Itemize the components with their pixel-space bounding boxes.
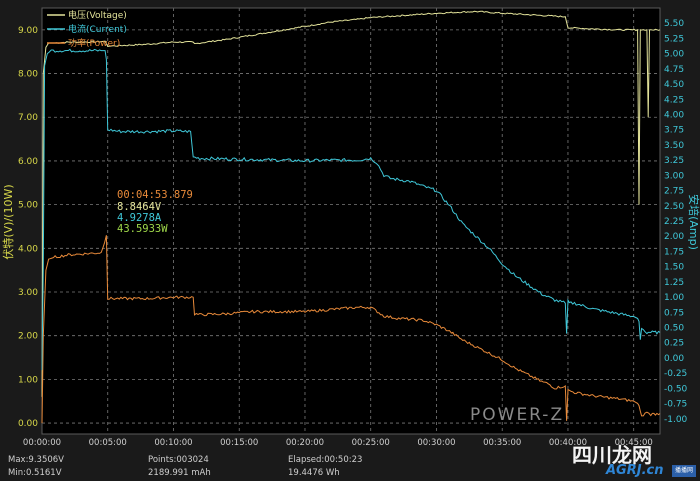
x-tick-label: 00:40:00 xyxy=(549,438,587,448)
right-tick-label: 5.00 xyxy=(664,50,684,60)
left-axis-title: 伏特(V)/(10W) xyxy=(1,184,15,259)
right-tick-label: 0.25 xyxy=(664,339,684,349)
right-tick-label: 2.75 xyxy=(664,187,684,197)
right-tick-label: 1.00 xyxy=(664,293,684,303)
right-tick-label: 2.50 xyxy=(664,202,684,212)
cursor-power: 43.5933W xyxy=(117,223,168,235)
right-tick-label: 3.50 xyxy=(664,141,684,151)
brand-watermark: POWER-Z xyxy=(470,405,564,425)
left-tick-label: 5.00 xyxy=(18,201,38,211)
right-tick-label: 2.00 xyxy=(664,232,684,242)
left-tick-label: 3.00 xyxy=(18,288,38,298)
legend-label: 功率(Power) xyxy=(68,37,120,49)
x-tick-label: 00:25:00 xyxy=(352,438,390,448)
x-tick-label: 00:10:00 xyxy=(154,438,192,448)
stats-bar: Max:9.3506V Min:0.5161V Points:003024 21… xyxy=(0,452,700,481)
right-tick-label: -0.25 xyxy=(664,369,687,379)
stat-max: Max:9.3506V xyxy=(8,455,64,465)
x-axis-ticks: 00:00:00 00:05:00 00:10:00 00:15:00 00:20:00… xyxy=(23,438,653,448)
left-tick-label: 9.00 xyxy=(18,26,38,36)
right-tick-label: 3.00 xyxy=(664,171,684,181)
stat-min: Min:0.5161V xyxy=(8,468,62,478)
left-tick-label: 6.00 xyxy=(18,157,38,167)
watermark-cn-text: 四川龙网 xyxy=(572,443,652,467)
left-tick-label: 7.00 xyxy=(18,113,38,123)
right-tick-label: 4.75 xyxy=(664,65,684,75)
plot-area xyxy=(42,8,660,434)
stat-capacity: 2189.991 mAh xyxy=(148,468,211,478)
x-tick-label: 00:05:00 xyxy=(89,438,127,448)
x-tick-label: 00:35:00 xyxy=(483,438,521,448)
plot-border xyxy=(41,7,661,435)
left-tick-label: 8.00 xyxy=(18,70,38,80)
cursor-voltage: 8.8464V xyxy=(117,201,162,213)
right-tick-label: 5.25 xyxy=(664,34,684,44)
chart-canvas: 0.00 1.00 2.00 3.00 4.00 5.00 6.00 7.00 8.00 9.00… xyxy=(1,7,700,448)
right-tick-label: -0.75 xyxy=(664,400,687,410)
series-line xyxy=(41,10,661,397)
legend-label: 电压(Voltage) xyxy=(68,9,127,21)
right-tick-label: 0.75 xyxy=(664,308,684,318)
watermark-sub-text: AGRJ.cn xyxy=(606,463,664,478)
right-tick-label: -1.00 xyxy=(664,415,688,425)
right-tick-label: 2.25 xyxy=(664,217,684,227)
left-axis-ticks: 0.00 1.00 2.00 3.00 4.00 5.00 6.00 7.00 8.00 9.00 xyxy=(18,26,38,429)
x-tick-label: 00:30:00 xyxy=(417,438,455,448)
left-tick-label: 2.00 xyxy=(18,332,38,342)
right-tick-label: 3.75 xyxy=(664,126,684,136)
series-line xyxy=(41,235,661,424)
stat-points: Points:003024 xyxy=(148,455,209,465)
x-tick-label: 00:20:00 xyxy=(286,438,324,448)
right-tick-label: 3.25 xyxy=(664,156,684,166)
right-axis-ticks: -1.00 -0.75 -0.50 -0.25 0.00 0.25 0.50 0.75 1.00… xyxy=(664,19,688,425)
right-tick-label: 5.50 xyxy=(664,19,684,29)
left-tick-label: 0.00 xyxy=(18,419,38,429)
legend: 电压(Voltage) 电流(Current) 功率(Power) xyxy=(47,9,127,49)
cursor-readout: 00:04:53.879 8.8464V 4.9278A 43.5933W xyxy=(117,189,193,235)
site-watermark: 四川龙网 AGRJ.cn 播播网 xyxy=(568,437,700,481)
series-layer xyxy=(41,10,661,424)
cursor-time: 00:04:53.879 xyxy=(117,189,193,201)
x-tick-label: 00:00:00 xyxy=(23,438,61,448)
left-tick-label: 1.00 xyxy=(18,375,38,385)
right-tick-label: -0.50 xyxy=(664,384,688,394)
x-tick-label: 00:45:00 xyxy=(615,438,653,448)
right-tick-label: 1.75 xyxy=(664,247,684,257)
stat-elapsed: Elapsed:00:50:23 xyxy=(288,455,363,465)
right-tick-label: 1.25 xyxy=(664,278,684,288)
right-tick-label: 4.50 xyxy=(664,80,684,90)
watermark-badge: 播播网 xyxy=(672,465,696,477)
legend-label: 电流(Current) xyxy=(68,23,127,35)
right-axis-title: 安培(Amp) xyxy=(687,194,700,250)
series-line xyxy=(41,48,661,371)
x-tick-label: 00:15:00 xyxy=(220,438,258,448)
right-tick-label: 4.25 xyxy=(664,95,684,105)
stat-energy: 19.4476 Wh xyxy=(288,468,340,478)
right-tick-label: 4.00 xyxy=(664,111,684,121)
grid-lines xyxy=(41,7,661,435)
right-tick-label: 0.50 xyxy=(664,324,684,334)
left-tick-label: 4.00 xyxy=(18,244,38,254)
right-tick-label: 1.50 xyxy=(664,263,684,273)
right-tick-label: 0.00 xyxy=(664,354,684,364)
cursor-current: 4.9278A xyxy=(117,212,162,224)
